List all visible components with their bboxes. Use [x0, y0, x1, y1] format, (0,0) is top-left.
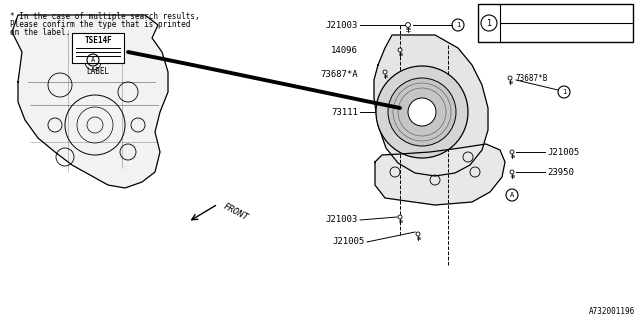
- Text: 14096: 14096: [331, 45, 358, 54]
- Text: 1: 1: [456, 22, 460, 28]
- Text: 1: 1: [486, 19, 492, 28]
- Text: 1: 1: [562, 89, 566, 95]
- Polygon shape: [375, 144, 505, 205]
- Text: TSE14F: TSE14F: [84, 36, 112, 44]
- Circle shape: [383, 70, 387, 74]
- Text: Please confirm the type that is printed: Please confirm the type that is printed: [10, 20, 190, 29]
- Circle shape: [510, 150, 514, 154]
- Polygon shape: [374, 35, 488, 176]
- Text: A: A: [91, 57, 95, 63]
- Text: * In the case of multiple search results,: * In the case of multiple search results…: [10, 12, 200, 21]
- Bar: [72, 33, 124, 63]
- Circle shape: [376, 66, 468, 158]
- Text: J21005: J21005: [547, 148, 579, 156]
- Circle shape: [398, 48, 402, 52]
- Circle shape: [416, 232, 420, 236]
- Text: FRONT: FRONT: [222, 202, 250, 222]
- Circle shape: [398, 215, 402, 219]
- Text: 73687*A: 73687*A: [321, 69, 358, 78]
- Text: J20618 '1908-: J20618 '1908-: [504, 28, 569, 37]
- Text: J21003: J21003: [326, 20, 358, 29]
- Text: A732001196: A732001196: [589, 307, 635, 316]
- Text: J21003: J21003: [326, 215, 358, 225]
- Text: A: A: [510, 192, 514, 198]
- Polygon shape: [12, 15, 168, 188]
- Circle shape: [388, 78, 456, 146]
- Text: 0104S   -'1907: 0104S -'1907: [504, 9, 574, 18]
- Text: 73111: 73111: [331, 108, 358, 116]
- Text: 23950: 23950: [547, 167, 574, 177]
- Circle shape: [408, 98, 436, 126]
- Text: 73687*B: 73687*B: [516, 74, 548, 83]
- Text: J21005: J21005: [333, 237, 365, 246]
- Bar: [478, 4, 633, 42]
- Circle shape: [510, 170, 514, 174]
- Text: LABEL: LABEL: [86, 67, 109, 76]
- Text: on the label.: on the label.: [10, 28, 70, 37]
- Circle shape: [508, 76, 512, 80]
- Circle shape: [406, 23, 410, 28]
